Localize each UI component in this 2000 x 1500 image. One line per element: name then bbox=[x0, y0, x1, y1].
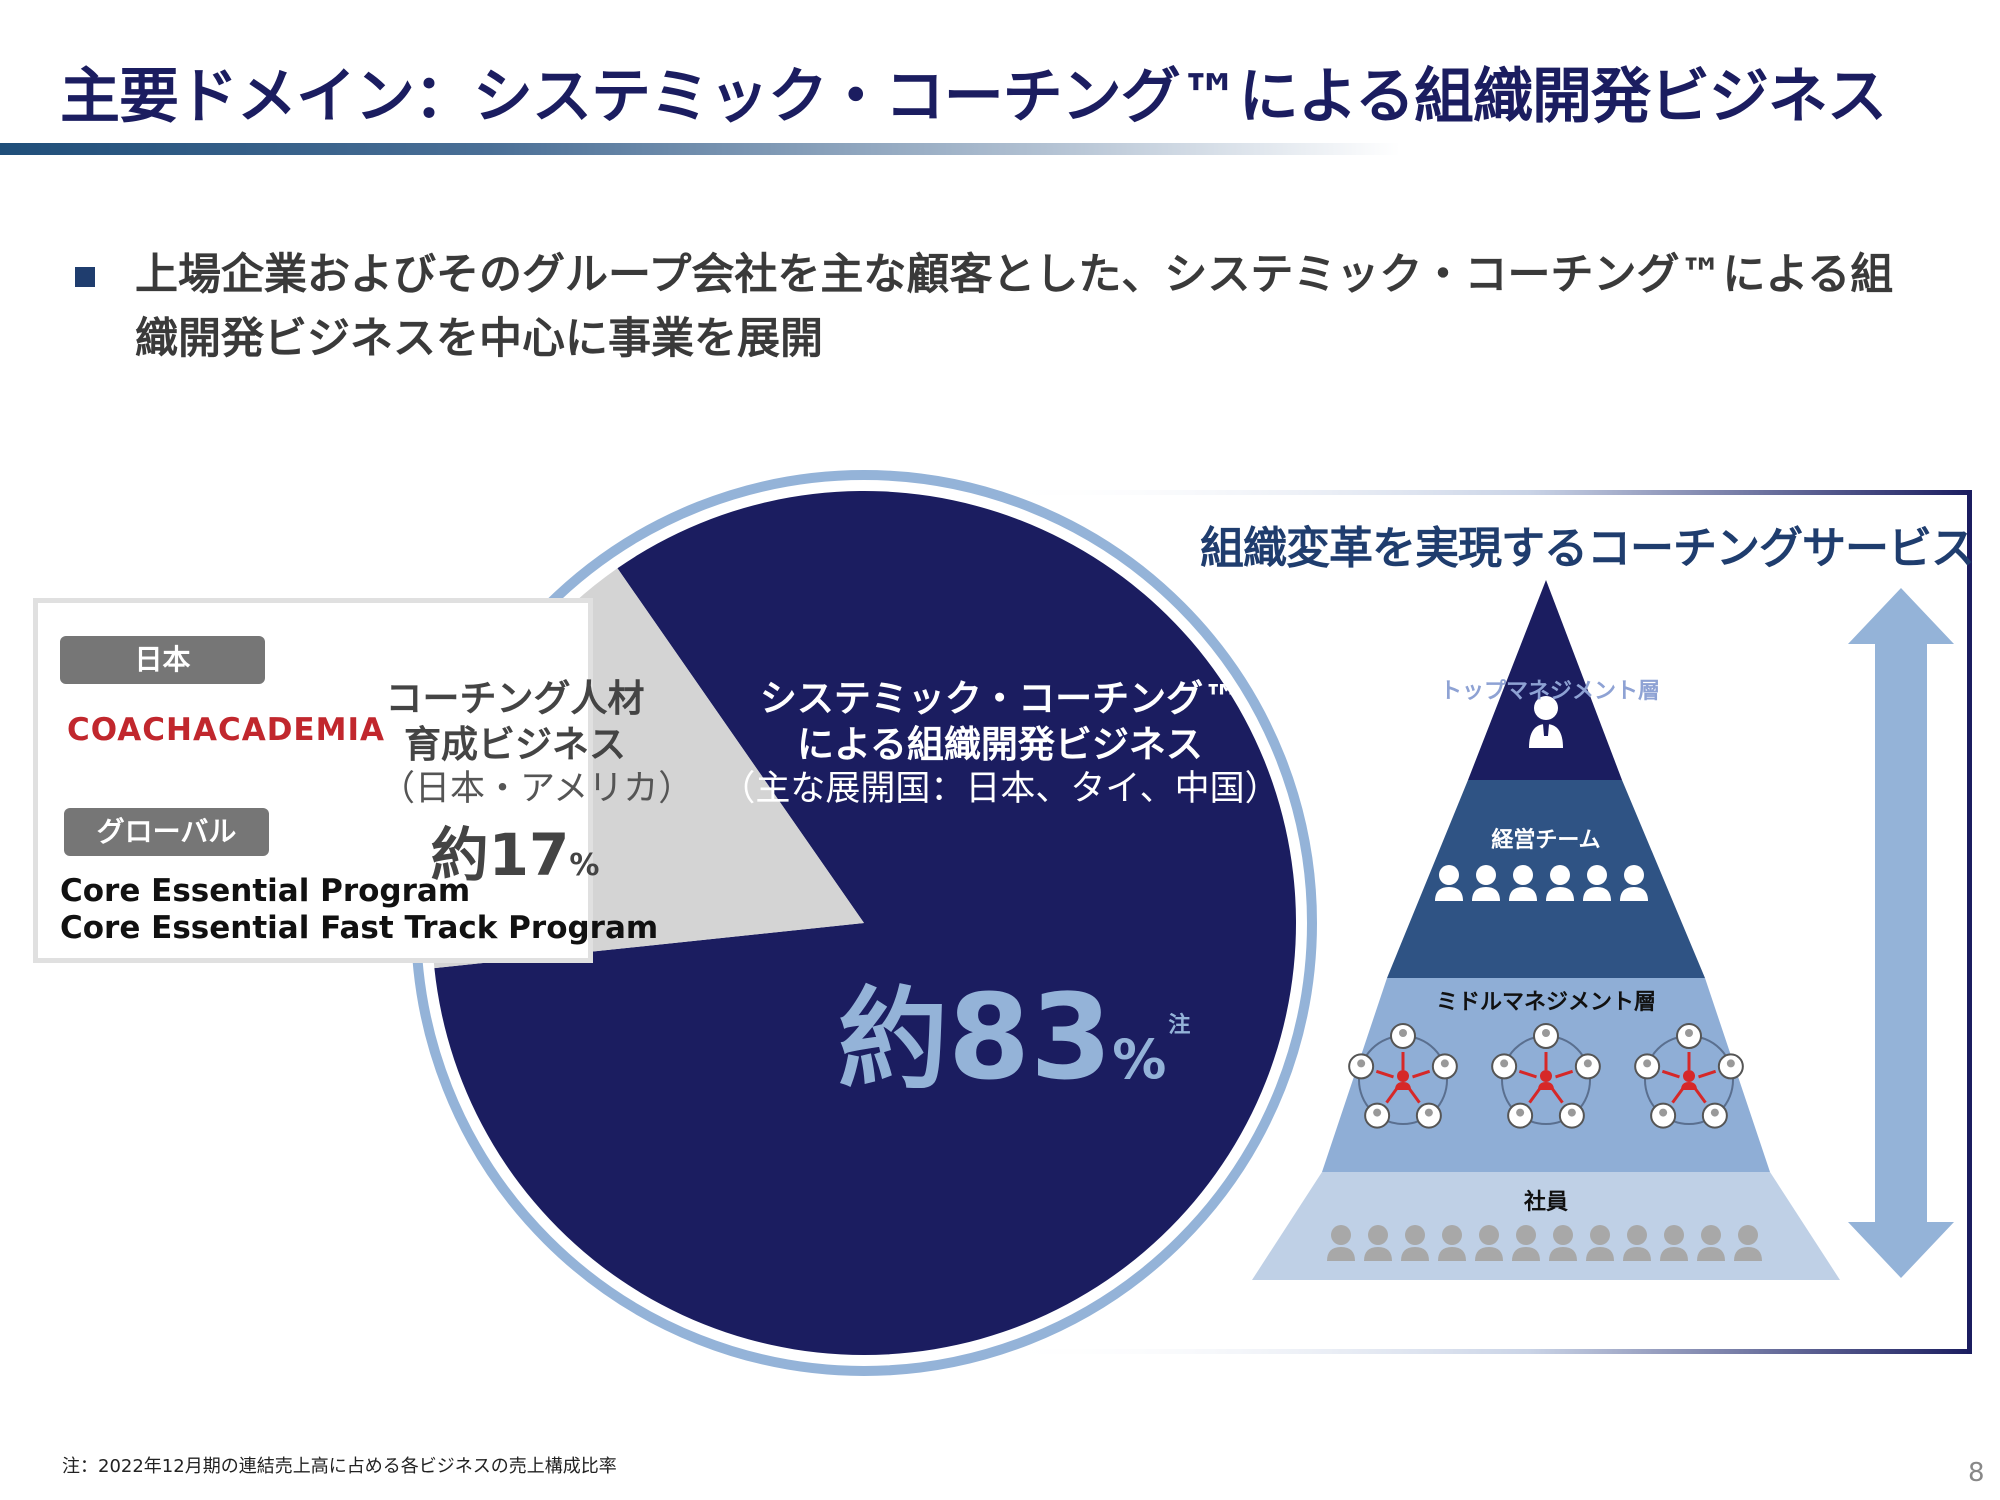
slice-value-systemic: 約83%注 bbox=[838, 950, 1190, 1110]
tier-label-middle-management: ミドルマネジメント層 bbox=[1435, 990, 1656, 1015]
pyramid-tier-top bbox=[1468, 580, 1622, 780]
middle-management-networks bbox=[1348, 1023, 1744, 1129]
team-people-icons bbox=[1435, 865, 1648, 901]
service-panel-frame bbox=[990, 490, 1972, 1354]
organization-pyramid bbox=[1252, 580, 1840, 1280]
japan-tag: 日本 bbox=[60, 636, 265, 684]
slice-label-coaching-line1: コーチング人材 bbox=[385, 677, 645, 720]
slice-label-systemic-line2: による組織開発ビジネス bbox=[797, 723, 1203, 766]
team-network-icon bbox=[1491, 1023, 1601, 1129]
slice-label-systemic-region: （主な展開国：日本、タイ、中国） bbox=[720, 769, 1280, 809]
bullet-line-2: 織開発ビジネスを中心に事業を展開 bbox=[135, 314, 823, 364]
staff-person-icon bbox=[1660, 1225, 1688, 1261]
bullet-square-icon bbox=[75, 267, 95, 287]
executive-person-icon bbox=[1529, 696, 1563, 748]
slice-label-systemic-line1: システミック・コーチング™ bbox=[759, 677, 1241, 720]
staff-person-icon bbox=[1475, 1225, 1503, 1261]
staff-person-icon bbox=[1327, 1225, 1355, 1261]
global-tag: グローバル bbox=[64, 808, 269, 856]
program-name: Core Essential Program bbox=[60, 873, 471, 909]
pyramid-tier-executive bbox=[1387, 780, 1705, 978]
slice-label-coaching-region: （日本・アメリカ） bbox=[380, 769, 694, 809]
footnote: 注：2022年12月期の連結売上高に占める各ビジネスの売上構成比率 bbox=[62, 1456, 617, 1477]
tier-label-staff: 社員 bbox=[1523, 1190, 1568, 1215]
coach-academia-logo: COACHACADEMIA bbox=[67, 712, 385, 748]
value-number: 17 bbox=[488, 821, 570, 889]
tier-label-top-management: トップマネジメント層 bbox=[1440, 679, 1661, 704]
program-name: Core Essential Fast Track Program bbox=[60, 910, 659, 946]
bullet-text: 上場企業およびそのグループ会社を主な顧客とした、システミック・コーチング™による… bbox=[135, 243, 1935, 371]
page-number: 8 bbox=[1968, 1458, 1985, 1488]
staff-person-icon bbox=[1401, 1225, 1429, 1261]
staff-person-icon bbox=[1438, 1225, 1466, 1261]
bullet-line-1: 上場企業およびそのグループ会社を主な顧客とした、システミック・コーチング™による… bbox=[135, 250, 1894, 300]
staff-person-icon bbox=[1364, 1225, 1392, 1261]
pyramid-tier-staff bbox=[1252, 1172, 1840, 1280]
staff-person-icon bbox=[1549, 1225, 1577, 1261]
slice-value-coaching: 約17% bbox=[380, 808, 650, 892]
footnote-mark: 注 bbox=[1168, 1013, 1191, 1038]
team-network-icon bbox=[1634, 1023, 1744, 1129]
staff-person-icon bbox=[1623, 1225, 1651, 1261]
tier-label-executive-team: 経営チーム bbox=[1491, 828, 1601, 853]
team-network-icon bbox=[1348, 1023, 1458, 1129]
pie-slice-systemic-coaching bbox=[434, 491, 1296, 1355]
value-prefix: 約 bbox=[430, 821, 489, 889]
value-number: 83 bbox=[948, 968, 1113, 1106]
staff-person-icon bbox=[1586, 1225, 1614, 1261]
value-prefix: 約 bbox=[838, 976, 948, 1104]
staff-people-icons bbox=[1327, 1225, 1762, 1261]
staff-person-icon bbox=[1697, 1225, 1725, 1261]
value-unit: % bbox=[569, 848, 600, 883]
staff-person-icon bbox=[1734, 1225, 1762, 1261]
staff-person-icon bbox=[1512, 1225, 1540, 1261]
slice-label-coaching-line2: 育成ビジネス bbox=[404, 723, 626, 766]
service-title: 組織変革を実現するコーチングサービス bbox=[1200, 523, 1975, 574]
vertical-double-arrow-icon bbox=[1848, 588, 1954, 1278]
title-underline bbox=[0, 143, 1400, 155]
page-title: 主要ドメイン：システミック・コーチング™による組織開発ビジネス bbox=[60, 62, 1887, 132]
value-unit: % bbox=[1112, 1028, 1167, 1091]
